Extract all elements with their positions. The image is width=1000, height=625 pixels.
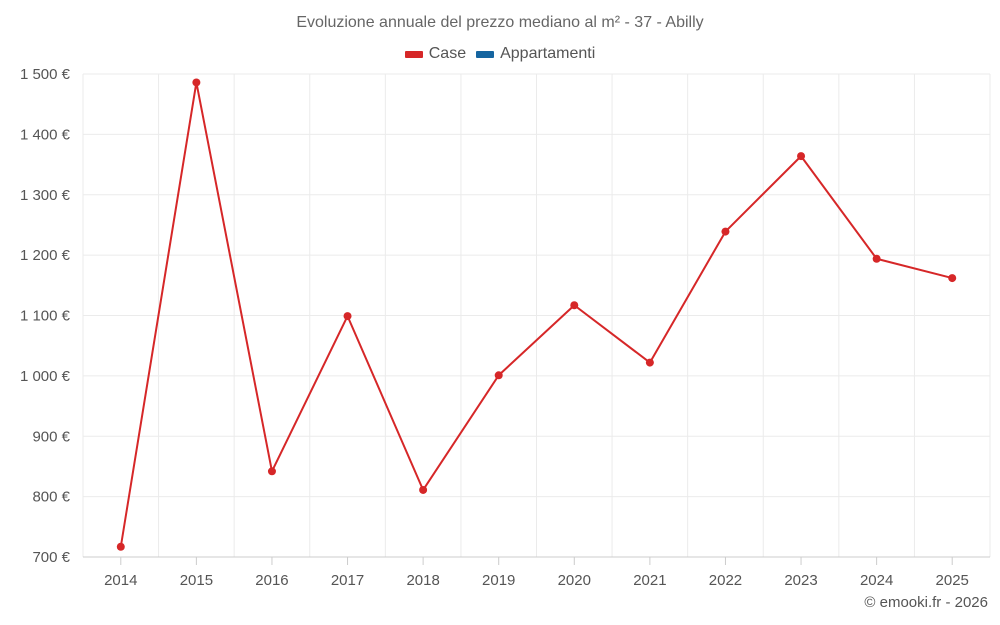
y-tick-label: 700 € xyxy=(32,549,70,566)
x-tick-label: 2018 xyxy=(406,572,439,589)
chart-legend: Case Appartamenti xyxy=(0,45,1000,63)
data-point xyxy=(343,312,352,321)
data-point xyxy=(494,371,503,380)
x-tick-label: 2024 xyxy=(860,572,893,589)
y-tick-label: 900 € xyxy=(32,428,70,445)
data-point xyxy=(419,485,428,494)
x-tick-label: 2016 xyxy=(255,572,288,589)
credit-text: © emooki.fr - 2026 xyxy=(864,594,988,611)
x-tick-label: 2017 xyxy=(331,572,364,589)
legend-swatch-case xyxy=(404,50,423,58)
data-point xyxy=(570,301,579,310)
x-tick-label: 2023 xyxy=(784,572,817,589)
data-point xyxy=(721,227,730,236)
x-tick-label: 2022 xyxy=(709,572,742,589)
x-tick-label: 2014 xyxy=(104,572,137,589)
data-point xyxy=(948,274,957,283)
series-line-case xyxy=(119,81,953,547)
legend-swatch-appartamenti xyxy=(476,50,495,58)
y-tick-label: 1 000 € xyxy=(20,368,71,385)
legend-label-case: Case xyxy=(428,45,467,62)
legend-label-appartamenti: Appartamenti xyxy=(500,45,596,62)
x-tick-label: 2025 xyxy=(936,572,969,589)
data-point xyxy=(872,254,881,263)
y-tick-label: 800 € xyxy=(32,489,70,506)
chart-title: Evoluzione annuale del prezzo mediano al… xyxy=(296,14,704,31)
legend-item-case[interactable]: Case xyxy=(404,45,467,63)
y-tick-label: 1 100 € xyxy=(20,308,71,325)
x-tick-label: 2020 xyxy=(558,572,591,589)
data-point xyxy=(116,542,125,551)
legend-item-appartamenti[interactable]: Appartamenti xyxy=(476,45,595,63)
y-tick-label: 1 200 € xyxy=(20,247,71,264)
y-tick-label: 1 400 € xyxy=(20,126,71,143)
x-tick-label: 2015 xyxy=(180,572,213,589)
x-tick-label: 2021 xyxy=(633,572,666,589)
data-point xyxy=(267,467,276,476)
y-tick-label: 1 300 € xyxy=(20,187,71,204)
y-tick-label: 1 500 € xyxy=(20,66,71,83)
data-point xyxy=(797,152,806,161)
data-point xyxy=(192,78,201,87)
x-tick-label: 2019 xyxy=(482,572,515,589)
data-point xyxy=(645,358,654,367)
